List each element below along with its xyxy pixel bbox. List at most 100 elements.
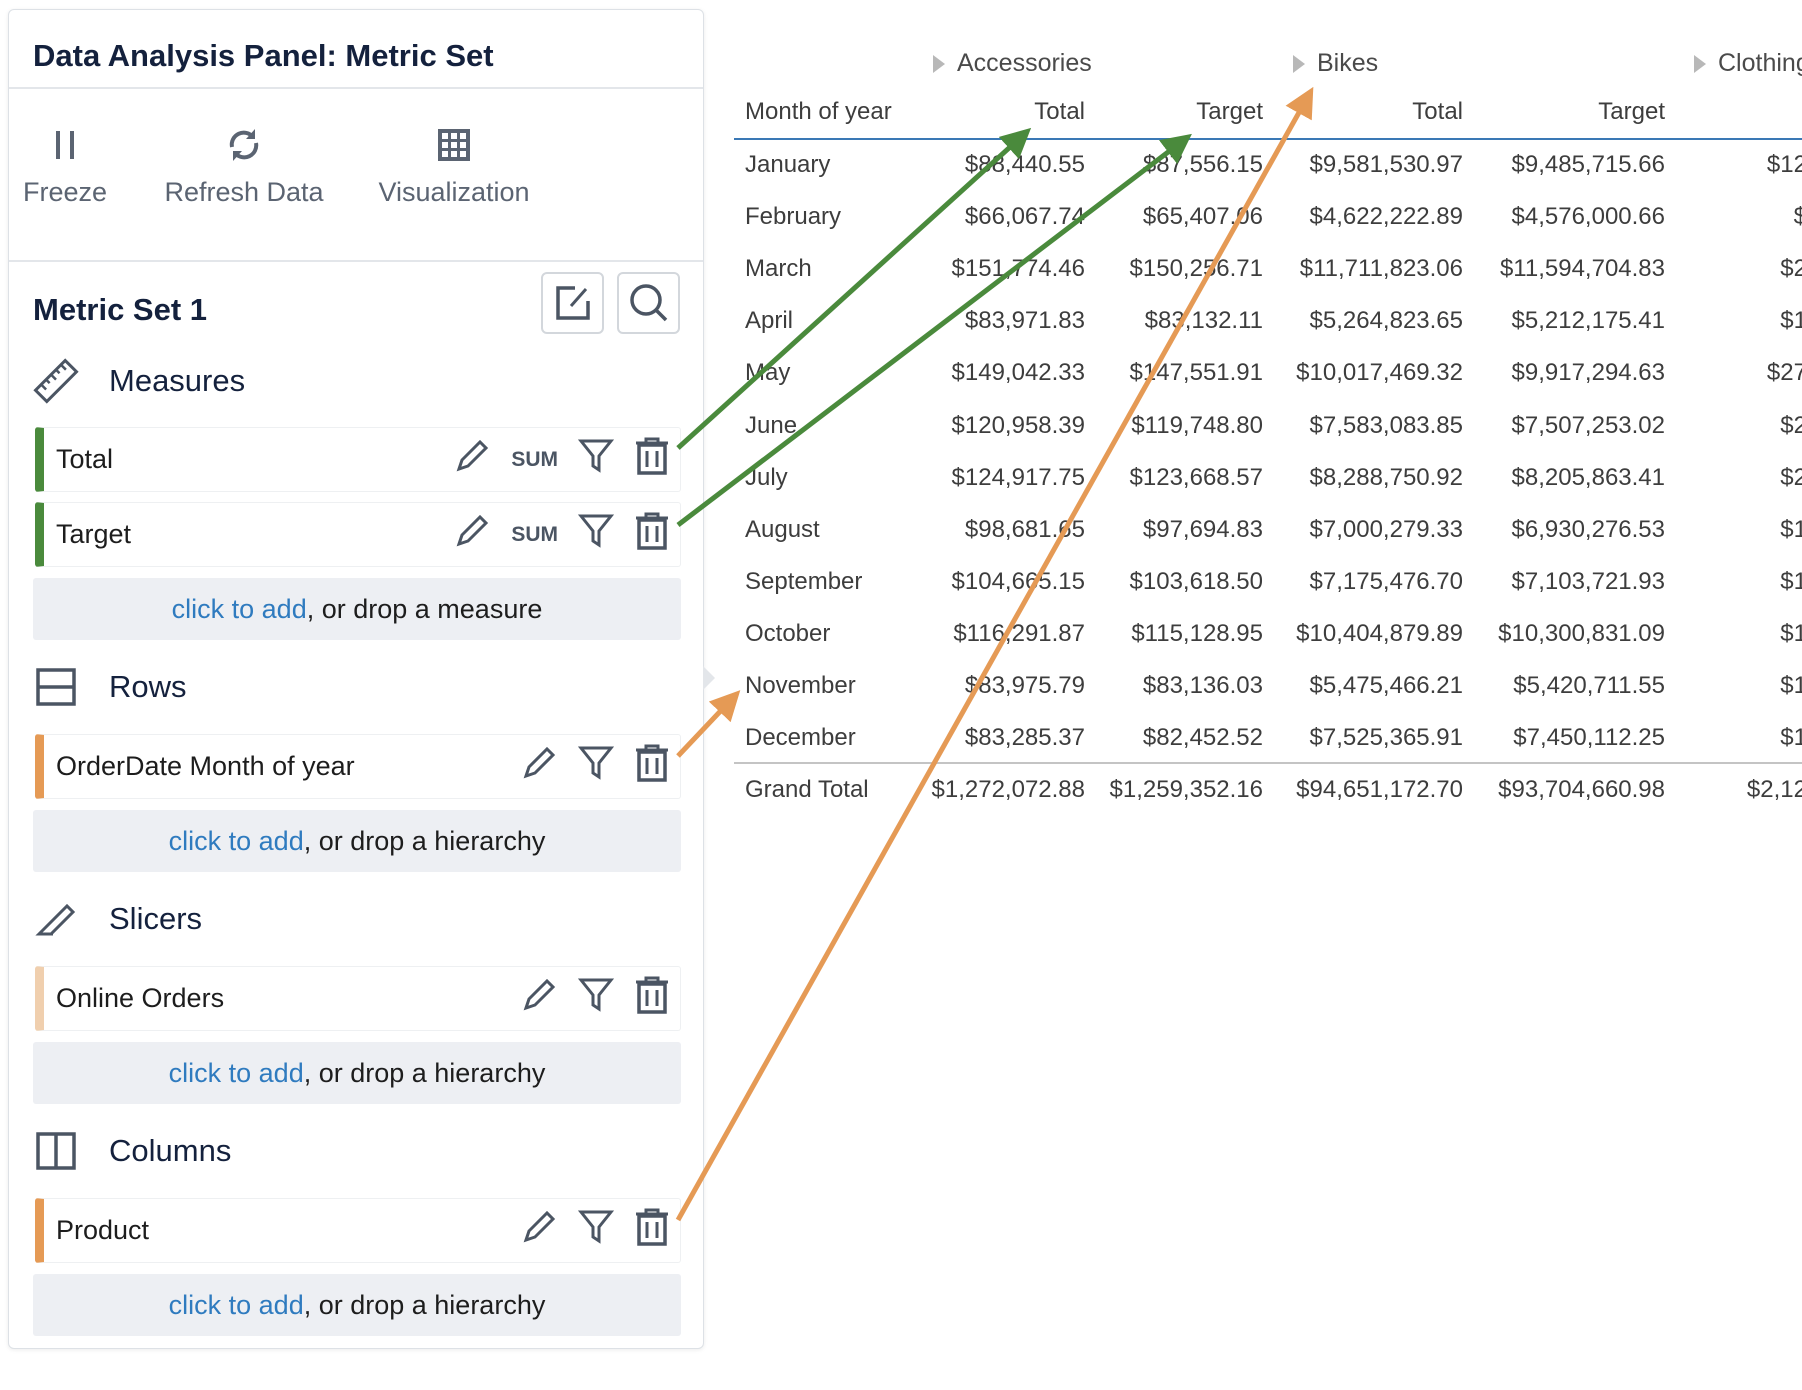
trash-icon[interactable] bbox=[634, 1207, 670, 1254]
edit-pencil-icon[interactable] bbox=[453, 437, 491, 482]
value-cell: $87,556.15 bbox=[1142, 151, 1263, 178]
value-cell: $5,475,466.21 bbox=[1309, 672, 1463, 699]
grand-total-cell: $2,120,542 bbox=[1746, 776, 1802, 803]
refresh-data-label: Refresh Data bbox=[164, 177, 324, 207]
group-label: Bikes bbox=[1317, 49, 1379, 77]
grand-total-cell: $94,651,172.70 bbox=[1296, 776, 1463, 803]
value-cell: $4,622,222.89 bbox=[1309, 203, 1463, 231]
value-cell: $124,917.75 bbox=[951, 463, 1085, 491]
value-cell: $268,48 bbox=[1780, 255, 1802, 283]
value-cell: $278,073 bbox=[1766, 359, 1802, 387]
column-group-accessories[interactable]: Accessories bbox=[933, 49, 1092, 78]
grand-total-divider bbox=[734, 762, 1802, 764]
value-cell: $128,723 bbox=[1766, 151, 1802, 178]
click-to-add-link[interactable]: click to add bbox=[168, 1289, 304, 1320]
divider bbox=[9, 87, 703, 89]
value-cell: $9,917,294.63 bbox=[1511, 359, 1665, 387]
trash-icon[interactable] bbox=[634, 743, 670, 790]
measures-item-target[interactable]: Target SUM bbox=[35, 502, 681, 567]
ruler-icon bbox=[33, 358, 79, 404]
aggregation-button[interactable]: SUM bbox=[511, 447, 558, 471]
item-name: Target bbox=[56, 519, 132, 549]
group-label: Accessories bbox=[957, 49, 1092, 77]
value-cell: $5,264,823.65 bbox=[1309, 307, 1463, 335]
expand-triangle-icon[interactable] bbox=[1293, 54, 1305, 73]
row-header-month: May bbox=[745, 359, 791, 387]
trash-icon[interactable] bbox=[634, 511, 670, 558]
column-group-clothing[interactable]: Clothing bbox=[1694, 49, 1802, 78]
item-actions bbox=[520, 1207, 680, 1254]
visualization-button[interactable]: Visualization bbox=[354, 125, 554, 208]
rows-item-orderdate-month-of-year[interactable]: OrderDate Month of year bbox=[35, 734, 681, 799]
item-name: Total bbox=[56, 444, 114, 474]
data-analysis-panel: Data Analysis Panel: Metric Set Freeze R… bbox=[8, 9, 704, 1349]
aggregation-button[interactable]: SUM bbox=[511, 522, 558, 546]
header-divider bbox=[734, 138, 1802, 140]
search-button[interactable] bbox=[617, 272, 680, 334]
edit-metric-set-button[interactable] bbox=[541, 272, 604, 334]
slicers-add-zone[interactable]: click to add, or drop a hierarchy bbox=[33, 1042, 681, 1104]
trash-icon[interactable] bbox=[634, 436, 670, 483]
grand-total-cell: $1,272,072.88 bbox=[931, 776, 1085, 803]
filter-icon[interactable] bbox=[577, 744, 615, 789]
divider bbox=[9, 260, 703, 262]
row-header-month: July bbox=[745, 463, 788, 491]
row-header-month: August bbox=[745, 515, 820, 543]
measures-item-total[interactable]: Total SUM bbox=[35, 427, 681, 492]
metric-set-title: Metric Set 1 bbox=[33, 292, 208, 327]
value-cell: $151,774.46 bbox=[951, 255, 1085, 283]
filter-icon[interactable] bbox=[577, 437, 615, 482]
column-group-bikes[interactable]: Bikes bbox=[1293, 49, 1378, 78]
pivot-table: Accessories Bikes Clothing Month of year Tot… bbox=[734, 0, 1802, 820]
value-cell: $115,128.95 bbox=[1131, 619, 1263, 647]
edit-pencil-icon[interactable] bbox=[520, 1208, 558, 1253]
value-cell: $83,285.37 bbox=[964, 724, 1085, 752]
columns-add-zone[interactable]: click to add, or drop a hierarchy bbox=[33, 1274, 681, 1336]
trash-icon[interactable] bbox=[634, 975, 670, 1022]
item-actions bbox=[520, 743, 680, 790]
rows-add-zone[interactable]: click to add, or drop a hierarchy bbox=[33, 810, 681, 872]
expand-triangle-icon[interactable] bbox=[933, 54, 945, 73]
columns-item-product[interactable]: Product bbox=[35, 1198, 681, 1263]
column-header: Month of year bbox=[745, 98, 892, 125]
click-to-add-link[interactable]: click to add bbox=[168, 1057, 304, 1088]
drop-hint: , or drop a hierarchy bbox=[303, 1057, 546, 1088]
edit-icon bbox=[555, 286, 590, 320]
value-cell: $82,452.52 bbox=[1142, 724, 1263, 752]
refresh-icon bbox=[229, 129, 259, 161]
value-cell: $103,618.50 bbox=[1129, 567, 1263, 595]
row-header-month: December bbox=[745, 724, 856, 752]
group-label: Clothing bbox=[1718, 49, 1802, 77]
measures-add-zone[interactable]: click to add, or drop a measure bbox=[33, 578, 681, 640]
edit-pencil-icon[interactable] bbox=[520, 744, 558, 789]
freeze-button[interactable]: Freeze bbox=[0, 125, 135, 208]
value-cell: $65,407.06 bbox=[1142, 203, 1263, 231]
value-cell: $9,581,530.97 bbox=[1309, 151, 1463, 178]
value-cell: $7,583,083.85 bbox=[1309, 411, 1463, 439]
refresh-data-button[interactable]: Refresh Data bbox=[144, 125, 344, 208]
value-cell: $98,681.65 bbox=[964, 515, 1085, 543]
value-cell: $7,103,721.93 bbox=[1511, 567, 1665, 595]
value-cell: $10,300,831.09 bbox=[1498, 619, 1665, 647]
value-cell: $7,525,365.91 bbox=[1309, 724, 1463, 752]
value-cell: $7,000,279.33 bbox=[1309, 515, 1463, 543]
expand-triangle-icon[interactable] bbox=[1694, 54, 1706, 73]
value-cell: $237,64 bbox=[1780, 463, 1802, 491]
filter-icon[interactable] bbox=[577, 976, 615, 1021]
value-cell: $150,256.71 bbox=[1129, 255, 1263, 283]
edit-pencil-icon[interactable] bbox=[520, 976, 558, 1021]
click-to-add-link[interactable]: click to add bbox=[171, 593, 307, 624]
columns-section-header: Columns bbox=[33, 1128, 231, 1174]
search-icon bbox=[629, 284, 667, 322]
slicers-item-online-orders[interactable]: Online Orders bbox=[35, 966, 681, 1031]
column-header: Total bbox=[1034, 98, 1085, 125]
drop-hint: , or drop a measure bbox=[306, 593, 543, 624]
click-to-add-link[interactable]: click to add bbox=[168, 825, 304, 856]
value-cell: $7,507,253.02 bbox=[1511, 411, 1665, 439]
edit-pencil-icon[interactable] bbox=[453, 512, 491, 557]
value-cell: $7,175,476.70 bbox=[1309, 567, 1463, 595]
value-cell: $157,89 bbox=[1780, 515, 1802, 543]
value-cell: $123,668.57 bbox=[1129, 463, 1263, 491]
filter-icon[interactable] bbox=[577, 1208, 615, 1253]
filter-icon[interactable] bbox=[577, 512, 615, 557]
